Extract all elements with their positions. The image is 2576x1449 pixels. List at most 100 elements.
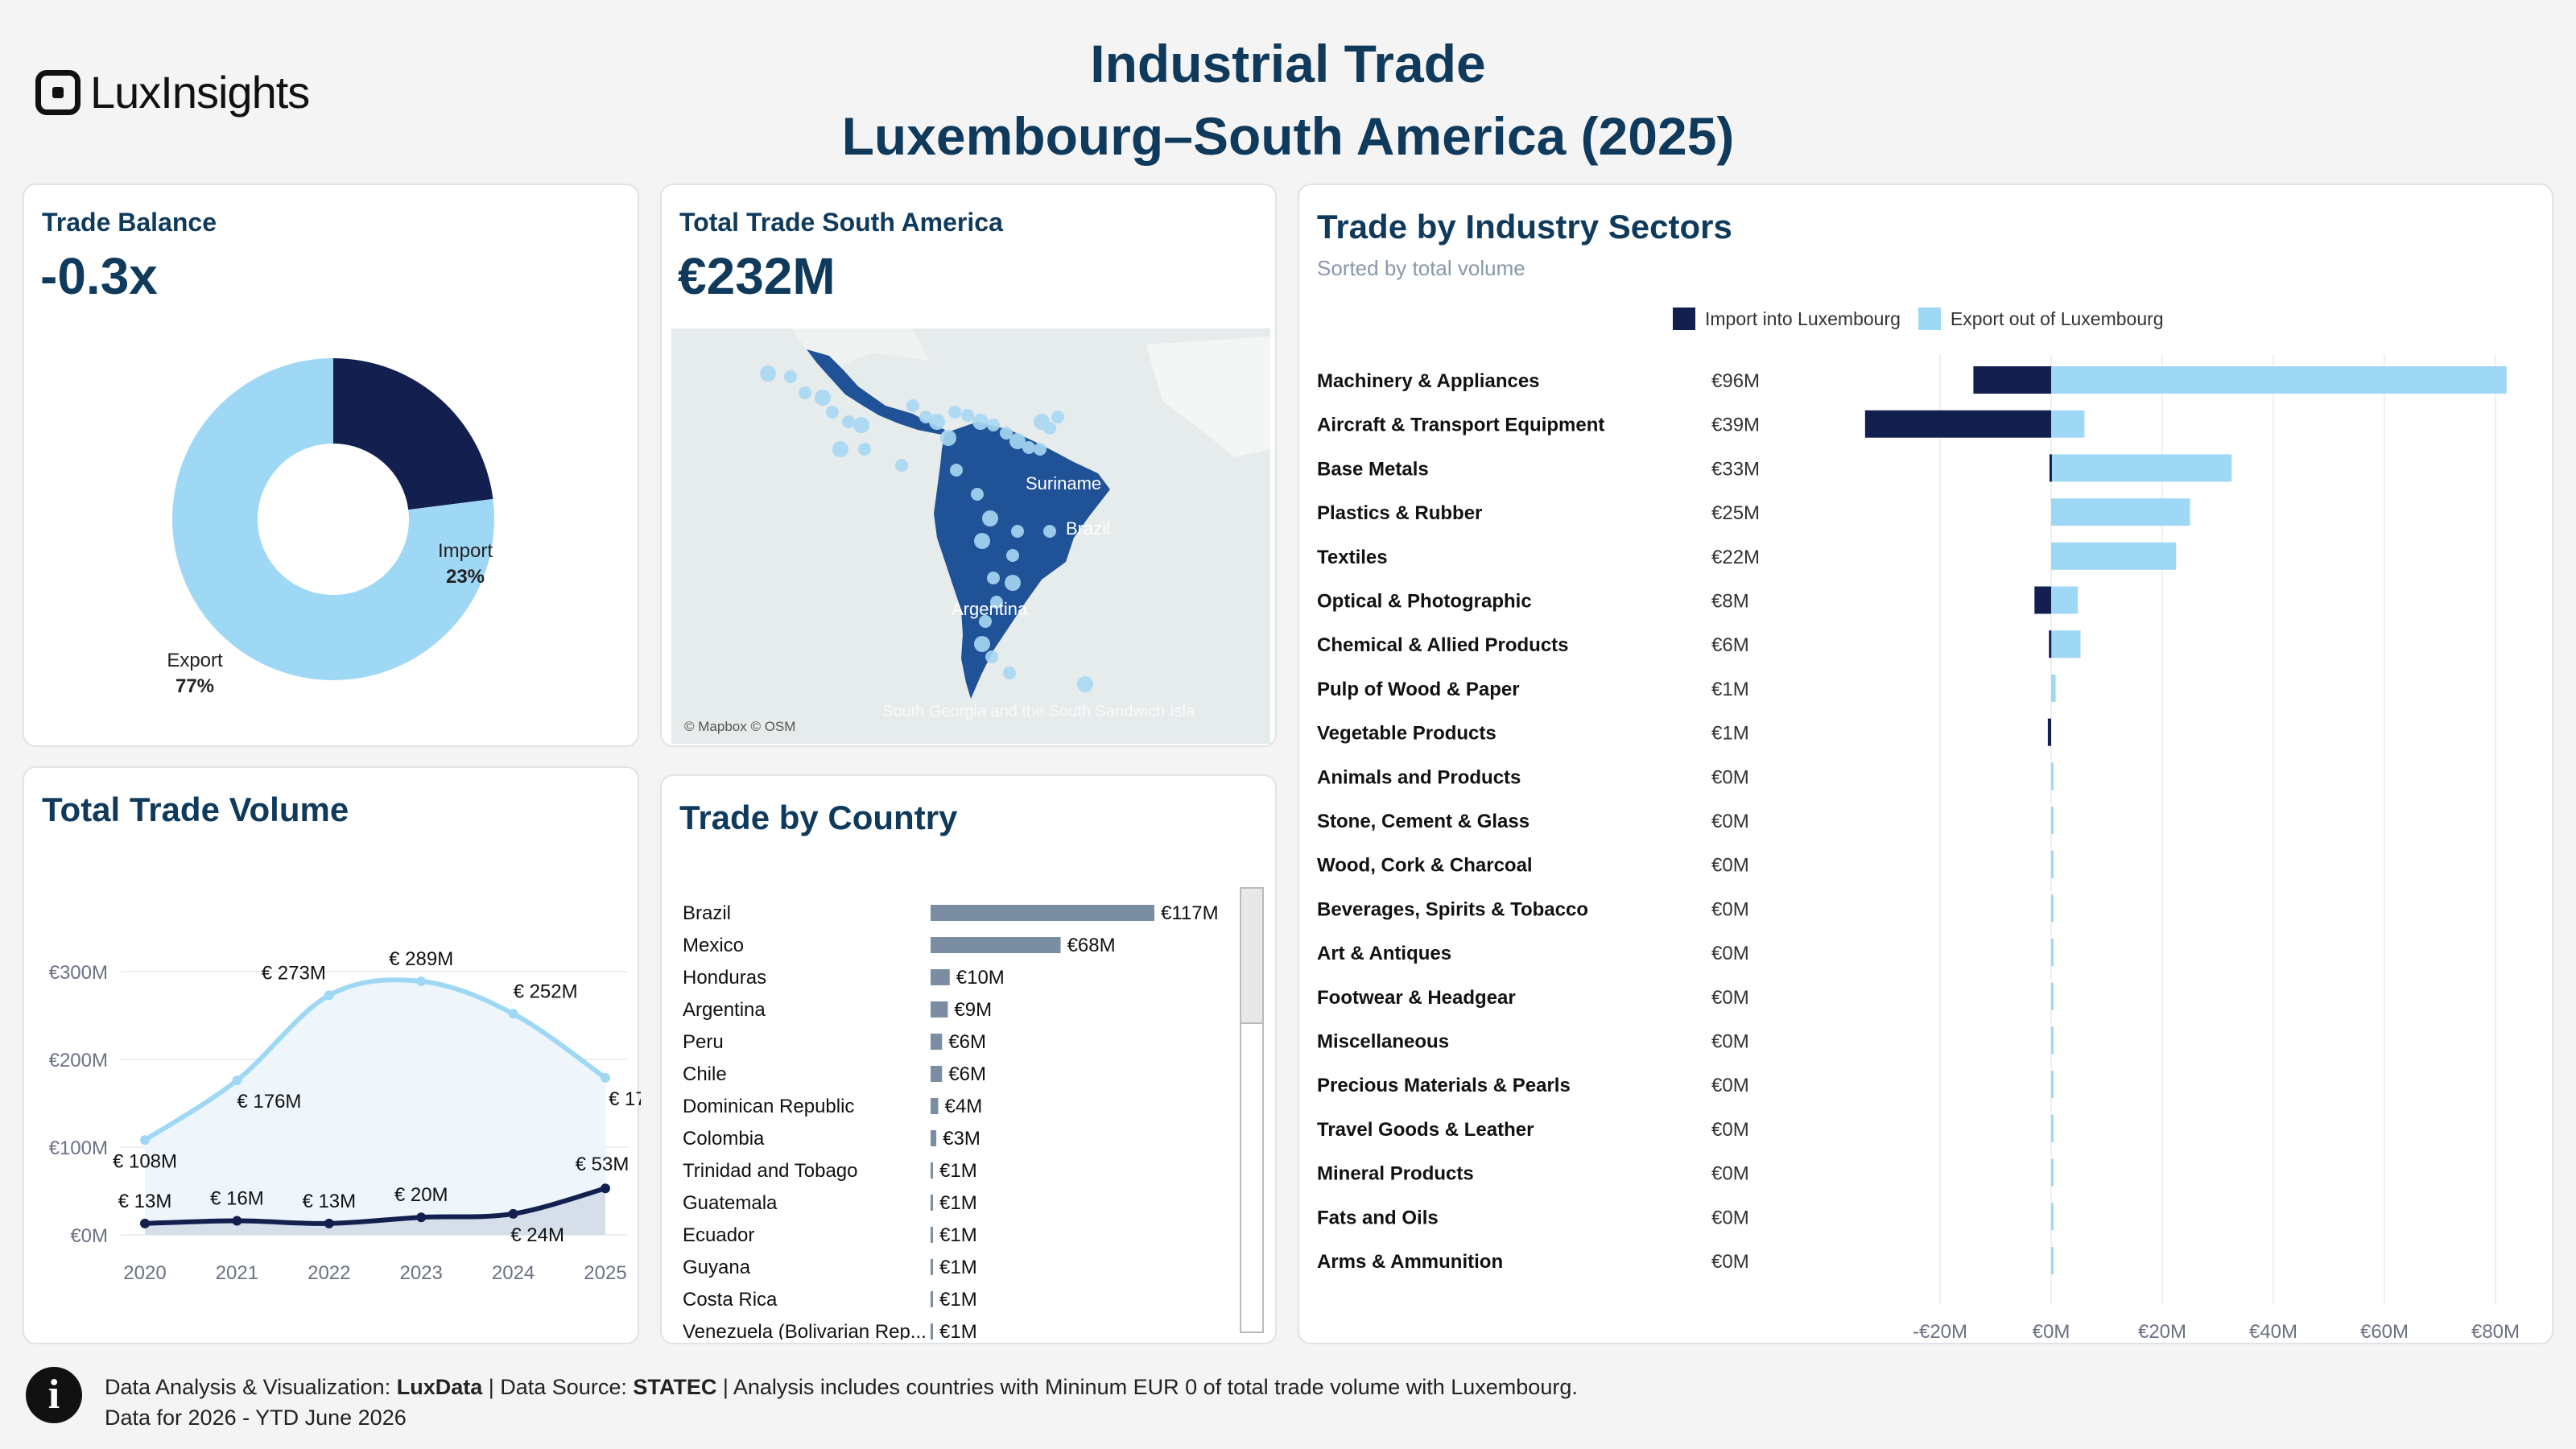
country-bar[interactable] [931, 1001, 948, 1018]
sector-bar-export[interactable] [2051, 1158, 2054, 1187]
country-bar[interactable] [931, 1227, 933, 1243]
map-dot[interactable] [972, 414, 989, 430]
donut-slice-import[interactable] [333, 358, 493, 510]
volume-point-1[interactable] [232, 1075, 242, 1086]
map-dot[interactable] [974, 636, 990, 652]
map-dot[interactable] [971, 488, 984, 501]
map-dot[interactable] [979, 615, 992, 628]
info-icon[interactable]: i [26, 1367, 82, 1423]
map-dot[interactable] [961, 409, 974, 422]
volume-point-1[interactable] [508, 1009, 518, 1019]
map-dot[interactable] [940, 430, 956, 446]
map-dot[interactable] [1077, 676, 1093, 692]
sector-bar-export[interactable] [2051, 1247, 2054, 1274]
map-dot[interactable] [895, 459, 908, 472]
map-dot[interactable] [858, 443, 871, 456]
volume-point-1[interactable] [416, 976, 427, 986]
volume-point-2[interactable] [324, 1218, 334, 1228]
sector-bar-export[interactable] [2051, 410, 2085, 438]
country-bar[interactable] [931, 1195, 933, 1211]
map-dot[interactable] [842, 415, 855, 428]
map-dot[interactable] [906, 399, 919, 412]
sector-bar-import[interactable] [2034, 586, 2051, 614]
map-dot[interactable] [760, 365, 776, 382]
volume-point-1[interactable] [140, 1135, 150, 1146]
map-dot[interactable] [1009, 433, 1026, 449]
sector-bar-import[interactable] [2047, 718, 2051, 746]
sector-bar-import[interactable] [2049, 454, 2052, 482]
map-dot[interactable] [919, 411, 932, 423]
country-bar[interactable] [931, 1291, 933, 1307]
title-line-2: Luxembourg–South America (2025) [841, 106, 1735, 166]
sector-bar-export[interactable] [2051, 366, 2507, 394]
country-bar[interactable] [931, 1162, 933, 1179]
map-dot[interactable] [950, 464, 963, 477]
sector-bar-import[interactable] [1864, 410, 2051, 438]
sector-bar-export[interactable] [2051, 762, 2054, 791]
volume-point-2[interactable] [232, 1216, 242, 1226]
sector-bar-export[interactable] [2051, 454, 2232, 482]
map-dot[interactable] [1034, 443, 1046, 456]
sector-bar-export[interactable] [2051, 1026, 2054, 1055]
map-dot[interactable] [832, 441, 848, 457]
map-dot[interactable] [1000, 427, 1013, 440]
sector-bar-import[interactable] [1973, 366, 2051, 394]
country-bar[interactable] [931, 905, 1154, 921]
map-dot[interactable] [1022, 441, 1035, 454]
map-dot[interactable] [815, 390, 831, 406]
donut-slice-export[interactable] [171, 358, 494, 680]
map-dot[interactable] [1006, 549, 1019, 562]
south-america-map[interactable]: Suriname Brazil Argentina South Georgia … [671, 328, 1270, 744]
scrollbar-thumb[interactable] [1241, 889, 1262, 1024]
map-dot[interactable] [1003, 667, 1016, 679]
sector-bar-export[interactable] [2051, 939, 2054, 967]
map-dot[interactable] [990, 596, 1003, 609]
country-scrollbar[interactable] [1240, 887, 1264, 1333]
volume-y-tick: €200M [49, 1050, 108, 1071]
country-bar[interactable] [931, 1066, 943, 1082]
sector-bar-export[interactable] [2051, 1203, 2054, 1231]
volume-point-2[interactable] [140, 1218, 150, 1228]
country-label: Ecuador [683, 1224, 754, 1246]
map-dot[interactable] [987, 572, 1000, 584]
country-bar[interactable] [931, 1130, 937, 1146]
country-bar[interactable] [931, 1034, 943, 1050]
sector-bar-export[interactable] [2051, 674, 2056, 702]
sector-bar-import[interactable] [2049, 630, 2052, 658]
volume-point-1[interactable] [324, 990, 334, 1001]
map-dot[interactable] [799, 386, 811, 399]
country-bar[interactable] [931, 1259, 933, 1275]
map-dot[interactable] [948, 406, 961, 419]
sector-bar-export[interactable] [2051, 498, 2190, 526]
map-dot[interactable] [987, 419, 1000, 431]
sector-bar-export[interactable] [2051, 586, 2079, 614]
map-dot[interactable] [853, 417, 869, 433]
map-dot[interactable] [1051, 411, 1064, 423]
sector-bar-export[interactable] [2051, 630, 2081, 658]
volume-point-1[interactable] [601, 1072, 610, 1083]
map-dot[interactable] [985, 650, 998, 663]
map-dot[interactable] [1005, 575, 1021, 591]
sector-bar-export[interactable] [2051, 850, 2054, 878]
sector-bar-export[interactable] [2051, 542, 2177, 570]
map-dot[interactable] [1043, 525, 1056, 538]
country-bar[interactable] [931, 1098, 939, 1114]
sector-bar-export[interactable] [2051, 1114, 2054, 1142]
volume-point-2[interactable] [508, 1208, 518, 1219]
map-dot[interactable] [929, 414, 945, 430]
sector-bar-export[interactable] [2051, 982, 2054, 1010]
country-bar[interactable] [931, 1323, 933, 1340]
country-bar[interactable] [931, 937, 1061, 953]
map-dot[interactable] [974, 533, 990, 549]
country-bar[interactable] [931, 969, 950, 985]
sector-bar-export[interactable] [2051, 894, 2054, 923]
volume-point-2[interactable] [416, 1212, 427, 1223]
sector-bar-export[interactable] [2051, 1071, 2054, 1099]
map-dot[interactable] [826, 406, 839, 419]
sector-bar-export[interactable] [2051, 807, 2054, 834]
map-dot[interactable] [784, 370, 797, 383]
map-dot[interactable] [1011, 525, 1024, 538]
map-dot[interactable] [1043, 422, 1056, 435]
map-dot[interactable] [982, 510, 998, 526]
volume-point-2[interactable] [601, 1183, 610, 1194]
